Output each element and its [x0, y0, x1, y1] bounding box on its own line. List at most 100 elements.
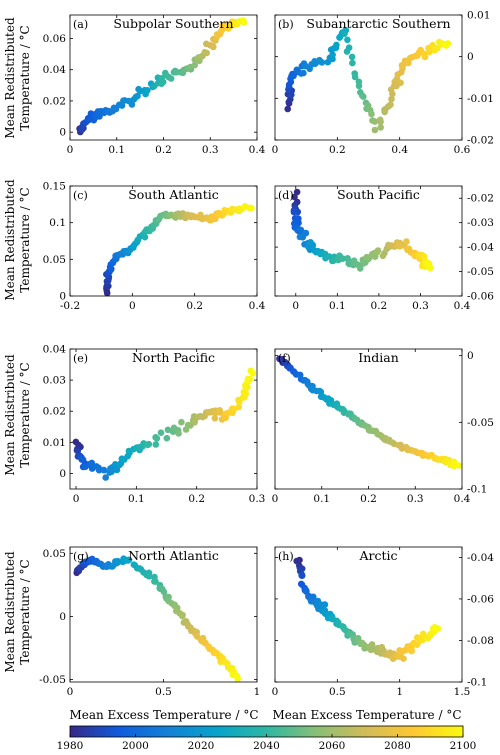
data-point [307, 239, 314, 246]
data-point [288, 91, 295, 99]
data-point [153, 435, 161, 442]
y-tick-label: -0.02 [467, 193, 494, 205]
data-point [290, 208, 298, 216]
y-tick-label: 0.06 [43, 33, 67, 45]
data-point [144, 87, 151, 94]
panel-2: -0.2 0 0.2 0.400.050.10.15(c) South Atlantic [43, 181, 266, 313]
y-tick-label: 0 [59, 468, 66, 480]
data-point [371, 126, 379, 134]
x-tick-label: 1 [396, 686, 403, 698]
y-tick-label: -0.05 [467, 266, 494, 278]
data-point [356, 265, 364, 272]
data-point [344, 36, 351, 44]
axes-box [69, 185, 258, 297]
y-tick-label: -0.06 [467, 593, 494, 605]
plot-area [275, 186, 462, 296]
y-tick-label: 0.04 [43, 64, 67, 76]
scatter-series [284, 26, 452, 134]
x-tick-label: 0 [67, 686, 74, 698]
data-point [343, 48, 351, 55]
x-tick-label: 0.3 [407, 493, 424, 505]
x-tick-label: 0.3 [202, 144, 219, 156]
data-point [426, 264, 434, 272]
data-point [235, 403, 242, 411]
x-tick-label: 0.2 [186, 300, 203, 312]
data-point [244, 377, 252, 385]
data-point [387, 101, 394, 108]
data-point [410, 251, 418, 259]
data-point [163, 434, 171, 442]
panel-title: Arctic [358, 548, 397, 563]
plot-area [275, 547, 462, 682]
x-tick-label: 0.4 [454, 493, 471, 505]
y-tick-label: 0.15 [43, 181, 66, 193]
y-axis-title: Mean Redistributed [3, 354, 17, 476]
data-point [145, 573, 153, 580]
colorbar-tick-label: 2080 [384, 740, 411, 752]
y-tick-label: -0.01 [467, 93, 494, 105]
axes-box [274, 185, 463, 297]
panel-title: South Atlantic [128, 187, 219, 202]
y-tick-label: -0.1 [467, 677, 487, 689]
panel-title: North Atlantic [128, 548, 219, 563]
data-point [144, 441, 152, 449]
y-tick-label: -0.02 [467, 135, 494, 147]
plot-area [275, 15, 462, 140]
panel-5: 0 0.1 0.2 0.3 0.4-0.1 -0.05 0 (f) Indian [272, 348, 494, 505]
y-tick-label: 0 [467, 350, 474, 362]
data-point [242, 390, 250, 398]
colorbar-tick-label: 2100 [450, 740, 477, 752]
data-point [371, 118, 379, 125]
x-tick-label: 0.2 [155, 144, 172, 156]
y-tick-label: -0.03 [467, 217, 494, 229]
x-tick-label: 0.1 [108, 144, 125, 156]
x-tick-label: 0.5 [329, 686, 346, 698]
panel-letter: (f) [278, 352, 291, 365]
panel-1: 0 0.2 0.4 0.6-0.02 -0.01 0 0.01 (b) Subantarctic… [272, 10, 494, 157]
panel-letter: (e) [73, 352, 88, 365]
data-point [378, 643, 386, 651]
y-tick-label: 0 [59, 291, 66, 303]
data-point [120, 97, 127, 104]
axes-box [69, 348, 258, 490]
x-tick-label: 0.2 [371, 300, 388, 312]
data-point [79, 456, 87, 464]
x-tick-label: 0 [129, 300, 136, 312]
data-point [318, 59, 326, 66]
x-tick-label: 0.6 [454, 144, 471, 156]
x-axis-title: Mean Excess Temperature / °C [272, 708, 461, 722]
data-point [134, 92, 141, 100]
x-tick-label: 0.4 [249, 144, 266, 156]
colorbar-tick-label: 2040 [253, 740, 280, 752]
y-tick-label: 0.05 [43, 548, 66, 560]
y-tick-label: 0 [59, 611, 66, 623]
data-point [374, 247, 382, 254]
data-point [100, 466, 108, 474]
data-point [203, 49, 210, 57]
data-point [88, 459, 96, 467]
scatter-series [76, 17, 248, 136]
data-point [242, 384, 250, 392]
plot-area [70, 186, 257, 296]
data-point [211, 415, 219, 422]
scatter-series [276, 355, 463, 470]
data-point [376, 116, 384, 124]
data-point [360, 93, 367, 100]
x-tick-label: 0 [73, 493, 80, 505]
x-tick-label: 0.3 [249, 493, 266, 505]
y-tick-label: 0.02 [43, 406, 66, 418]
y-tick-label: 0.1 [49, 217, 66, 229]
data-point [164, 426, 172, 434]
data-point [293, 188, 301, 196]
x-tick-label: 0 [272, 144, 279, 156]
data-point [96, 113, 103, 120]
x-tick-label: 0.2 [329, 144, 346, 156]
scatter-series [293, 556, 442, 662]
y-axis-title: Mean Redistributed [3, 179, 17, 301]
data-point [167, 75, 175, 82]
y-tick-label: 0.01 [467, 10, 490, 22]
y-tick-label: -0.06 [467, 291, 494, 303]
panel-7: 0 0.5 1 1.5-0.1 -0.08 -0.06 -0.04 (h) Arctic [272, 546, 494, 698]
data-point [442, 42, 450, 49]
